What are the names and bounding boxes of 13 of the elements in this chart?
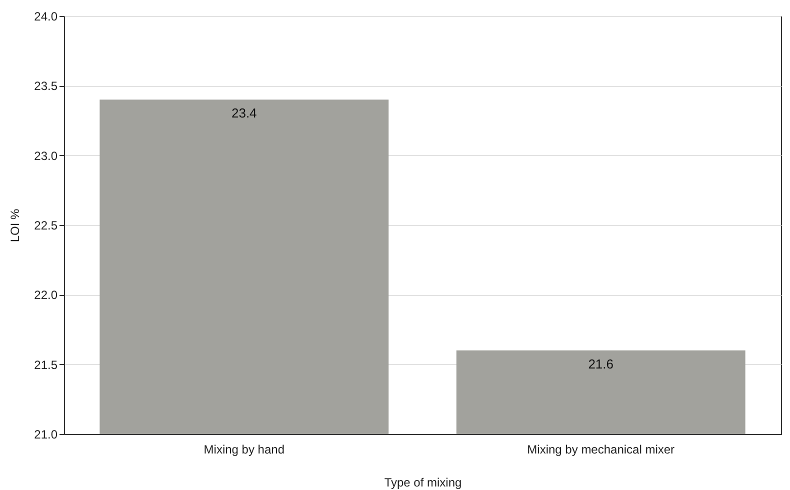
y-tick-label: 23.5	[34, 79, 58, 94]
y-tick-label: 21.0	[34, 428, 58, 442]
x-tick-label: Mixing by mechanical mixer	[527, 442, 675, 456]
y-tick-label: 22.5	[34, 218, 58, 232]
data-label: 21.6	[588, 356, 614, 372]
x-tick-label: Mixing by hand	[204, 442, 284, 456]
y-tick-label: 22.0	[34, 288, 58, 302]
y-tick-label: 23.0	[34, 148, 58, 163]
x-axis-title: Type of mixing	[384, 476, 462, 490]
y-tick-label: 24.0	[34, 10, 58, 24]
data-label: 23.4	[231, 106, 257, 121]
y-axis-title: LOI %	[8, 208, 22, 242]
y-tick-label: 21.5	[34, 358, 58, 372]
